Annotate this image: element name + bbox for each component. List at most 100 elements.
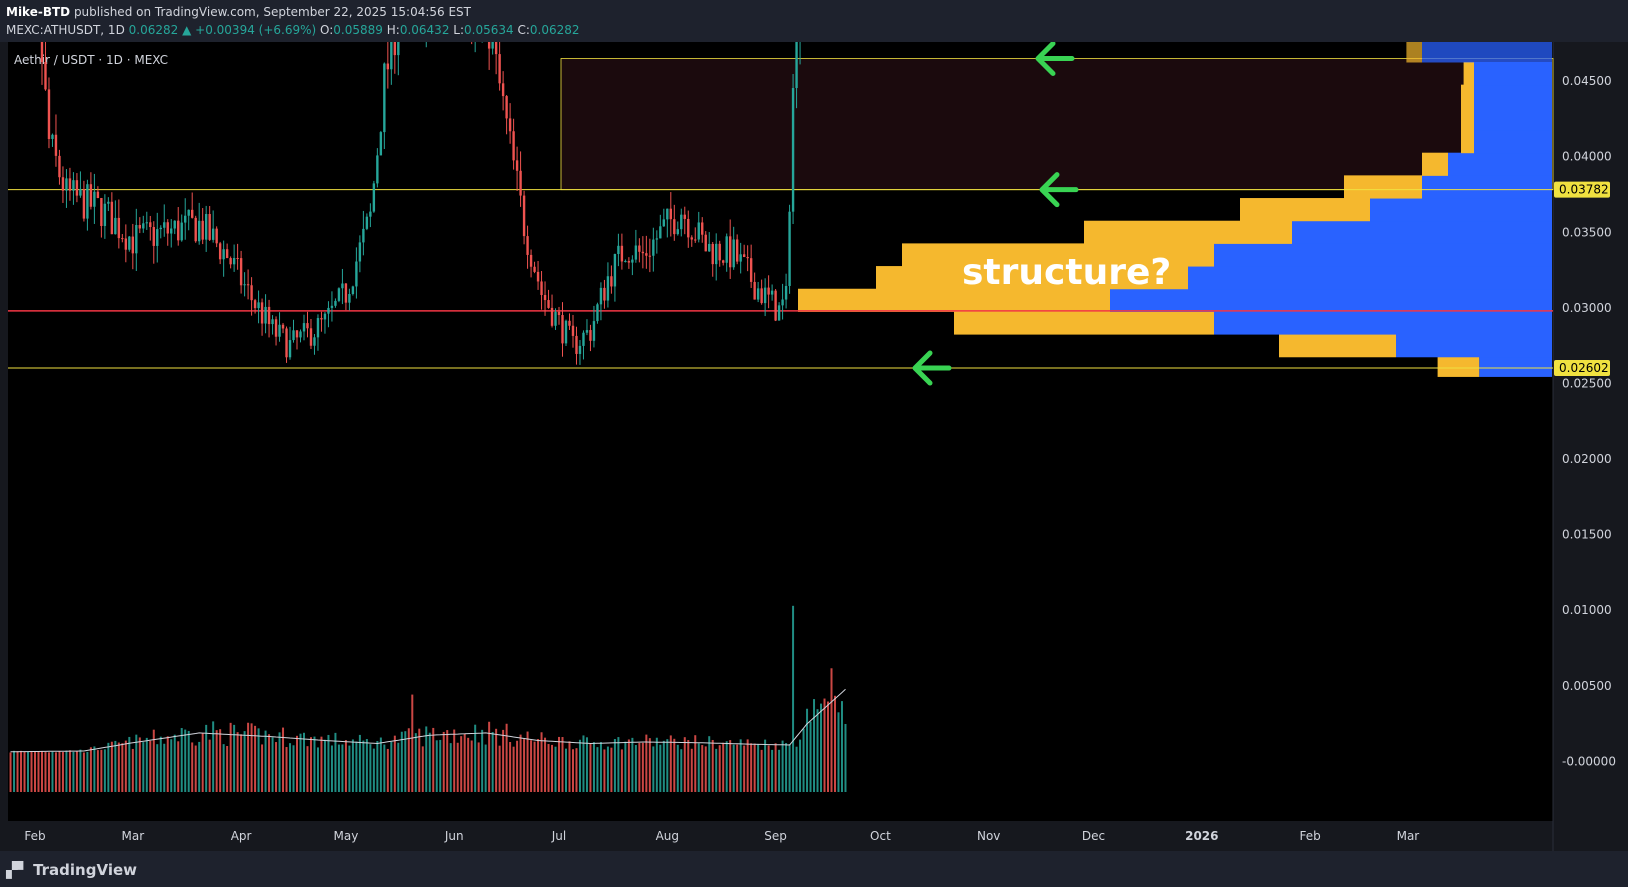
volume-profile <box>798 42 1552 377</box>
volume-bar <box>61 752 64 792</box>
volume-bar <box>641 742 644 792</box>
candle-body <box>278 324 281 337</box>
candle-body <box>58 155 61 178</box>
volume-bar <box>781 740 784 792</box>
candle-body <box>564 320 568 344</box>
price-axis[interactable]: 0.090000.085000.080000.075000.070000.065… <box>1562 42 1616 768</box>
time-tick-label: Mar <box>1397 829 1420 843</box>
volume-bar <box>638 742 641 792</box>
volume-bar <box>131 748 134 792</box>
volume-profile-down-bar <box>1406 42 1422 63</box>
candle-body <box>620 245 624 262</box>
candle-body <box>201 220 204 240</box>
time-axis[interactable]: Feb Mar Apr May Jun Jul Aug Sep Oct Nov Dec 2026 Feb… <box>24 829 1419 843</box>
volume-bar <box>725 741 728 792</box>
candle-body <box>662 219 666 227</box>
volume-bar <box>509 741 512 792</box>
volume-bar <box>386 748 389 792</box>
volume-bar <box>205 724 208 792</box>
candle-body <box>715 243 718 265</box>
last-price: 0.06282 <box>128 23 179 37</box>
volume-bar <box>526 731 529 792</box>
volume-bar <box>261 744 264 792</box>
volume-bar <box>603 749 606 792</box>
candle-body <box>533 266 536 272</box>
volume-bar <box>121 743 124 792</box>
volume-bar <box>128 736 131 792</box>
volume-bar <box>65 750 68 792</box>
volume-bar <box>767 745 770 792</box>
candle-body <box>763 287 767 304</box>
volume-bar <box>222 744 225 792</box>
candle-body <box>211 228 215 240</box>
volume-bar <box>163 743 166 792</box>
candle-body <box>191 209 194 218</box>
candle-body <box>131 236 135 254</box>
candle-body <box>204 214 208 240</box>
volume-bar <box>194 745 197 792</box>
candle-body <box>519 170 522 196</box>
volume-bar <box>453 729 456 792</box>
structure-annotation[interactable]: structure? <box>962 252 1171 293</box>
volume-bar <box>110 741 113 792</box>
volume-profile-up-bar <box>1474 130 1552 154</box>
candle-body <box>718 243 721 261</box>
volume-bar <box>634 744 637 792</box>
volume-bar <box>662 740 665 792</box>
candle-body <box>788 211 791 286</box>
volume-bar <box>697 743 700 792</box>
candle-body <box>376 155 379 184</box>
volume-bar <box>840 701 843 792</box>
volume-bar <box>505 723 508 792</box>
candle-body <box>397 42 400 56</box>
green-arrow-icon <box>1039 172 1079 208</box>
volume-bar <box>226 745 229 792</box>
candle-body <box>617 245 620 255</box>
volume-bar <box>34 751 36 792</box>
volume-bar <box>690 748 693 792</box>
candle-body <box>697 222 700 240</box>
price-change: +0.00394 (+6.69%) <box>195 23 317 37</box>
candle-body <box>784 285 788 300</box>
candle-body <box>494 42 498 55</box>
price-tick-label: 0.04000 <box>1562 150 1612 164</box>
volume-bar <box>516 740 519 792</box>
candle-body <box>557 311 561 316</box>
volume-bar <box>47 752 50 792</box>
tradingview-logo[interactable]: ▞▘ TradingView <box>6 861 137 879</box>
volume-bar <box>802 728 805 792</box>
time-tick-label: Jul <box>551 829 566 843</box>
volume-bar <box>296 735 299 792</box>
volume-bar <box>72 751 75 792</box>
volume-bar <box>792 605 795 792</box>
price-tick-label: 0.03500 <box>1562 225 1612 239</box>
volume-bar <box>785 743 788 792</box>
candle-body <box>725 236 728 263</box>
candle-body <box>704 234 707 252</box>
volume-bar <box>554 746 557 792</box>
candle-body <box>281 324 285 329</box>
candle-body <box>536 271 540 282</box>
volume-bar <box>565 748 567 792</box>
volume-bar <box>152 729 155 792</box>
candle-body <box>156 229 159 246</box>
price-chart[interactable]: Aethir / USDT · 1D · MEXC structure? 0.0… <box>0 42 1628 851</box>
volume-bar <box>13 750 16 792</box>
publisher-name[interactable]: Mike-BTD <box>6 5 71 19</box>
volume-bar <box>114 740 117 792</box>
candle-body <box>540 281 543 296</box>
candle-body <box>491 42 494 49</box>
volume-bar <box>760 749 763 792</box>
candle-body <box>781 299 784 306</box>
candle-body <box>610 276 613 287</box>
candle-body <box>701 222 704 235</box>
candle-body <box>578 345 582 354</box>
volume-bar <box>474 724 477 792</box>
volume-bar <box>254 725 257 792</box>
volume-bar <box>481 729 484 792</box>
volume-bar <box>212 721 215 792</box>
volume-bar <box>229 722 232 792</box>
volume-bar <box>813 699 816 792</box>
candle-body <box>372 183 376 212</box>
volume-bar <box>369 744 372 792</box>
